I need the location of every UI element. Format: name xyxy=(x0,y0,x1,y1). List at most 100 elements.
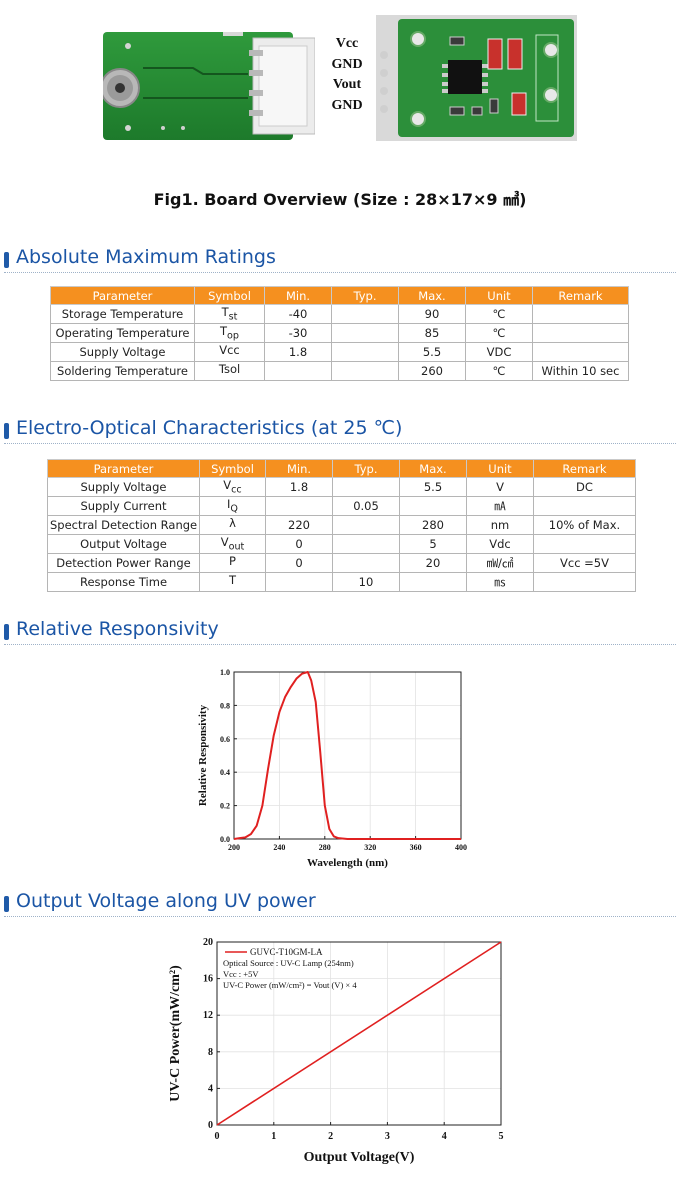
cell-max: 5 xyxy=(399,534,467,554)
x-tick-label: 1 xyxy=(271,1131,276,1142)
cell-unit: Vdc xyxy=(466,534,534,554)
cell-remark xyxy=(533,534,636,554)
cell-symbol: Tsol xyxy=(194,361,265,381)
column-header: Symbol xyxy=(199,459,266,478)
x-tick-label: 4 xyxy=(442,1131,447,1142)
cell-typ xyxy=(331,342,399,362)
cell-typ xyxy=(331,323,399,343)
cell-unit: ㎽/㎠ xyxy=(466,553,534,573)
symbol-subscript: st xyxy=(228,311,238,323)
x-tick-label: 320 xyxy=(364,843,376,852)
cell-symbol: Top xyxy=(194,323,265,343)
cell-typ: 10 xyxy=(332,572,400,592)
plot-frame xyxy=(216,941,502,1126)
cell-remark: Within 10 sec xyxy=(532,361,629,381)
pin-label: Vcc xyxy=(335,36,359,51)
board-front-photo xyxy=(100,28,316,144)
legend-label: GUVC-T10GM-LA xyxy=(250,947,323,957)
table-row: Soldering Temperature Tsol 260 ℃ Within … xyxy=(50,361,629,381)
cell-remark: Vcc =5V xyxy=(533,553,636,573)
table-row: Spectral Detection Range λ 220 280 nm 10… xyxy=(47,515,636,535)
cell-remark: DC xyxy=(533,477,636,497)
cell-unit: nm xyxy=(466,515,534,535)
cell-max xyxy=(399,572,467,592)
cell-symbol: λ xyxy=(199,515,266,535)
cell-remark: 10% of Max. xyxy=(533,515,636,535)
column-header: Unit xyxy=(465,286,533,305)
cell-min: 0 xyxy=(265,553,333,573)
table-row: Output Voltage Vout 0 5 Vdc xyxy=(47,534,636,554)
section-title: Output Voltage along UV power xyxy=(16,890,316,912)
table-header-row: Parameter Symbol Min. Typ. Max. Unit Rem… xyxy=(50,286,629,305)
plot-frame xyxy=(233,671,462,840)
cell-typ xyxy=(332,534,400,554)
cell-min xyxy=(265,496,333,516)
section-title: Electro-Optical Characteristics (at 25 ℃… xyxy=(16,417,403,439)
cell-max: 85 xyxy=(398,323,466,343)
cell-parameter: Soldering Temperature xyxy=(50,361,195,381)
y-tick-label: 4 xyxy=(208,1083,213,1094)
cell-unit: V xyxy=(466,477,534,497)
cell-max: 280 xyxy=(399,515,467,535)
cell-parameter: Response Time xyxy=(47,572,200,592)
y-tick-label: 20 xyxy=(203,937,213,948)
cell-parameter: Output Voltage xyxy=(47,534,200,554)
cell-typ xyxy=(332,477,400,497)
y-tick-label: 12 xyxy=(203,1010,213,1021)
y-axis-label: Relative Responsivity xyxy=(197,704,209,806)
cell-parameter: Supply Current xyxy=(47,496,200,516)
board-back-photo xyxy=(376,15,577,141)
column-header: Min. xyxy=(264,286,332,305)
cell-min: 220 xyxy=(265,515,333,535)
cell-max: 5.5 xyxy=(399,477,467,497)
cell-parameter: Spectral Detection Range xyxy=(47,515,200,535)
pin-label: Vout xyxy=(332,77,362,92)
section-header-ratings: Absolute Maximum Ratings xyxy=(4,246,676,274)
y-tick-label: 16 xyxy=(203,974,213,985)
x-tick-label: 400 xyxy=(455,843,467,852)
symbol-subscript: Q xyxy=(230,503,238,515)
symbol-base: P xyxy=(229,554,236,569)
symbol-base: V xyxy=(220,535,229,550)
cell-parameter: Supply Voltage xyxy=(47,477,200,497)
y-tick-label: 0.8 xyxy=(220,701,230,710)
pin-label: GND xyxy=(331,56,363,72)
symbol-base: Vcc xyxy=(219,343,240,358)
column-header: Symbol xyxy=(194,286,265,305)
cell-typ: 0.05 xyxy=(332,496,400,516)
x-tick-label: 200 xyxy=(228,843,240,852)
cell-symbol: T xyxy=(199,572,266,592)
symbol-subscript: out xyxy=(228,541,245,553)
symbol-base: λ xyxy=(229,516,236,531)
cell-unit: ℃ xyxy=(465,361,533,381)
symbol-base: V xyxy=(223,478,232,493)
section-header-electro: Electro-Optical Characteristics (at 25 ℃… xyxy=(4,417,676,445)
section-title: Relative Responsivity xyxy=(16,618,219,640)
section-title: Absolute Maximum Ratings xyxy=(16,246,276,268)
series-line xyxy=(216,941,502,1126)
column-header: Typ. xyxy=(331,286,399,305)
cell-remark xyxy=(532,304,629,324)
table-row: Supply Current IQ 0.05 ㎃ xyxy=(47,496,636,516)
x-axis-label: Wavelength (nm) xyxy=(307,857,388,869)
y-tick-label: 0 xyxy=(208,1120,213,1131)
section-marker xyxy=(4,423,9,439)
series-line xyxy=(233,671,461,840)
cell-remark xyxy=(532,342,629,362)
cell-unit: ℃ xyxy=(465,304,533,324)
symbol-base: Tsol xyxy=(218,362,241,377)
cell-max: 5.5 xyxy=(398,342,466,362)
cell-symbol: Vcc xyxy=(194,342,265,362)
cell-min: -30 xyxy=(264,323,332,343)
cell-max: 260 xyxy=(398,361,466,381)
table-header-row: Parameter Symbol Min. Typ. Max. Unit Rem… xyxy=(47,459,636,478)
cell-min xyxy=(264,361,332,381)
cell-remark xyxy=(533,496,636,516)
table-row: Operating Temperature Top -30 85 ℃ xyxy=(50,323,629,343)
column-header: Parameter xyxy=(50,286,195,305)
cell-min: 0 xyxy=(265,534,333,554)
x-axis-label: Output Voltage(V) xyxy=(304,1150,415,1165)
cell-typ xyxy=(331,304,399,324)
table-row: Storage Temperature Tst -40 90 ℃ xyxy=(50,304,629,324)
